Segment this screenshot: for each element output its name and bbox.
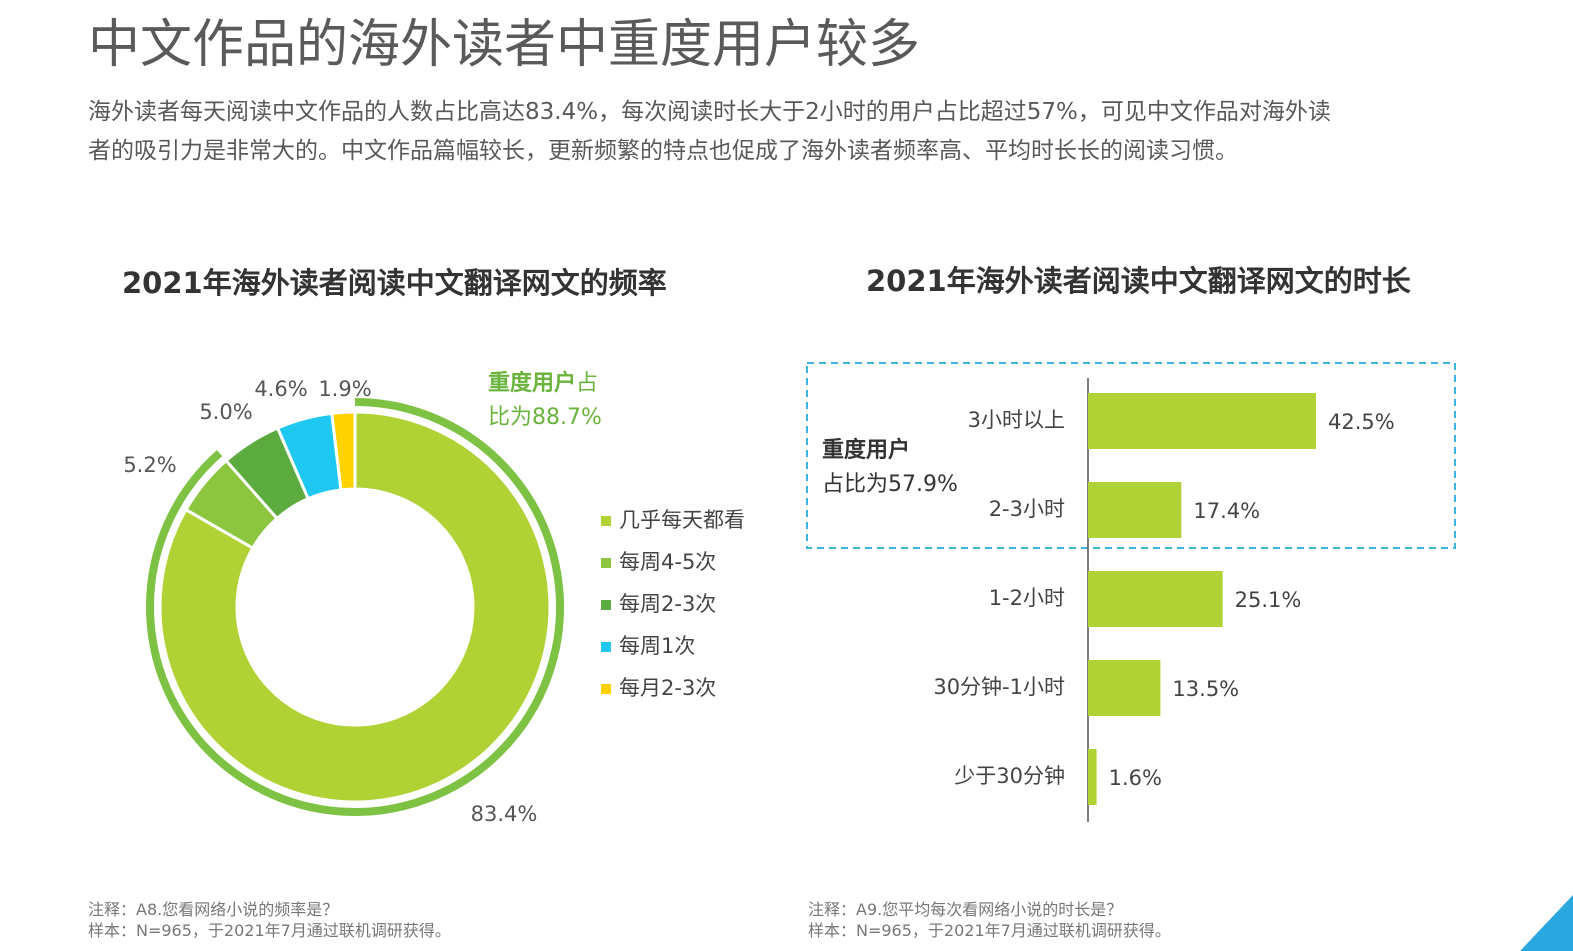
donut-segment xyxy=(330,410,357,492)
data-label: 4.6% xyxy=(254,377,307,401)
footnote: 注释：A9.您平均每次看网络小说的时长是？ 样本：N=965，于2021年7月通过… xyxy=(808,899,1171,941)
highlight-box xyxy=(806,362,1456,549)
data-label: 5.2% xyxy=(123,453,176,477)
legend-label: 每月2-3次 xyxy=(619,676,716,700)
legend-swatch xyxy=(601,600,611,610)
legend-label: 每周1次 xyxy=(619,634,695,658)
data-label: 13.5% xyxy=(1172,677,1239,701)
data-label: 25.1% xyxy=(1235,588,1302,612)
category-label: 3小时以上 xyxy=(968,408,1065,432)
chart-title: 2021年海外读者阅读中文翻译网文的时长 xyxy=(866,264,1411,298)
legend-label: 几乎每天都看 xyxy=(619,508,745,532)
legend-swatch xyxy=(601,684,611,694)
highlight-ring xyxy=(146,398,564,816)
category-label: 1-2小时 xyxy=(989,586,1065,610)
annotation-label: 重度用户 xyxy=(488,371,577,396)
data-label: 42.5% xyxy=(1328,410,1395,434)
bar xyxy=(1088,660,1161,716)
corner-decoration xyxy=(1520,895,1573,951)
annotation: 重度用户占比为88.7% xyxy=(488,367,613,435)
subtitle-line: 者的吸引力是非常大的。中文作品篇幅较长，更新频繁的特点也促成了海外读者频率高、平… xyxy=(88,138,1238,164)
category-label: 少于30分钟 xyxy=(954,764,1065,788)
subtitle-line: 海外读者每天阅读中文作品的人数占比高达83.4%，每次阅读时长大于2小时的用户占… xyxy=(88,99,1331,125)
footnote-line: 注释：A9.您平均每次看网络小说的时长是？ xyxy=(808,900,1123,919)
annotation-label: 重度用户 xyxy=(822,438,911,463)
bar xyxy=(1088,571,1223,627)
category-label: 2-3小时 xyxy=(989,497,1065,521)
bar xyxy=(1088,393,1316,449)
data-label: 1.6% xyxy=(1109,766,1162,790)
legend-swatch xyxy=(601,516,611,526)
annotation-text: 占比为88.7% xyxy=(488,371,602,430)
data-label: 5.0% xyxy=(199,400,252,424)
data-label: 83.4% xyxy=(471,802,538,826)
annotation: 重度用户占比为57.9% xyxy=(822,434,958,502)
footnote-line: 样本：N=965，于2021年7月通过联机调研获得。 xyxy=(808,921,1171,940)
legend-swatch xyxy=(601,558,611,568)
data-label: 1.9% xyxy=(318,377,371,401)
chart-title: 2021年海外读者阅读中文翻译网文的频率 xyxy=(122,266,667,300)
donut-segment xyxy=(158,410,552,804)
footnote-line: 注释：A8.您看网络小说的频率是？ xyxy=(88,900,339,919)
data-label: 17.4% xyxy=(1193,499,1260,523)
legend-swatch xyxy=(601,642,611,652)
legend-label: 每周2-3次 xyxy=(619,592,716,616)
legend-label: 每周4-5次 xyxy=(619,550,716,574)
annotation-text: 占比为57.9% xyxy=(822,472,958,497)
footnote: 注释：A8.您看网络小说的频率是？ 样本：N=965，于2021年7月通过联机调研… xyxy=(88,899,451,941)
category-label: 30分钟-1小时 xyxy=(933,675,1065,699)
bar xyxy=(1088,482,1182,538)
footnote-line: 样本：N=965，于2021年7月通过联机调研获得。 xyxy=(88,921,451,940)
page-title: 中文作品的海外读者中重度用户较多 xyxy=(88,15,921,75)
bar xyxy=(1088,749,1097,805)
